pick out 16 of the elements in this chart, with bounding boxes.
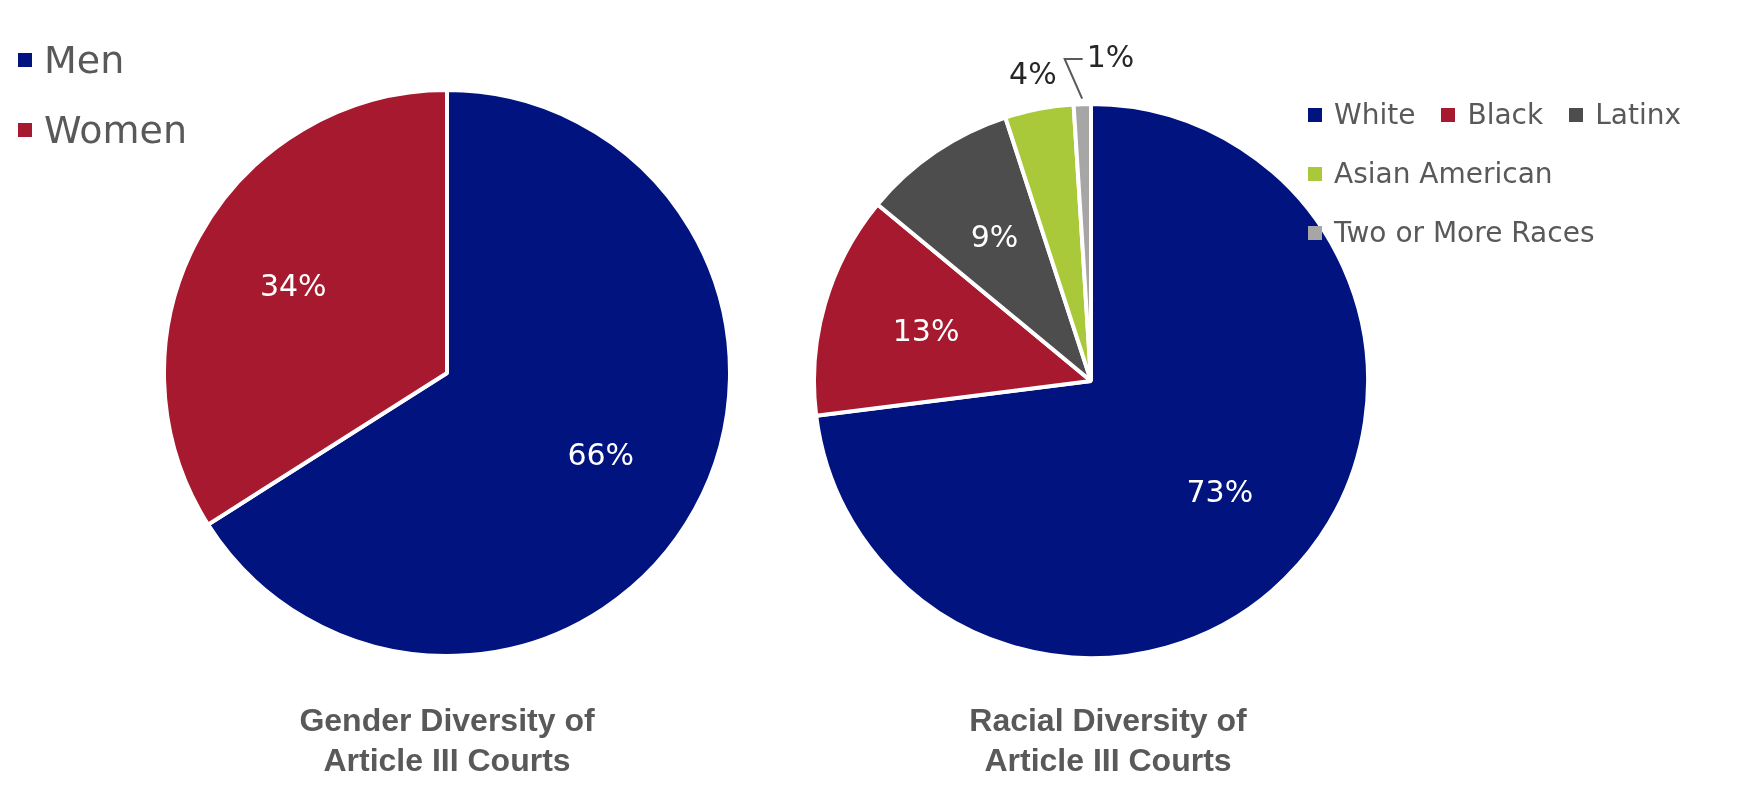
data-label: 13%: [892, 312, 960, 348]
text: Racial Diversity of Article III Courts: [968, 701, 1248, 780]
data-label: 4%: [1009, 56, 1057, 92]
legend-label: Women: [44, 108, 188, 152]
legend-label: Latinx: [1595, 98, 1682, 131]
data-label: 66%: [567, 437, 635, 473]
data-label: 34%: [259, 268, 327, 304]
data-label: 1%: [1086, 38, 1135, 74]
text: Gender Diversity of Article III Courts: [298, 701, 596, 780]
legend-label: White: [1334, 98, 1416, 131]
legend-label: Asian American: [1334, 157, 1553, 190]
data-label: 73%: [1186, 474, 1254, 510]
legend-label: Men: [44, 38, 125, 82]
data-label: 9%: [970, 218, 1019, 254]
legend-label: Two or More Races: [1334, 216, 1595, 249]
legend-label: Black: [1467, 98, 1544, 131]
